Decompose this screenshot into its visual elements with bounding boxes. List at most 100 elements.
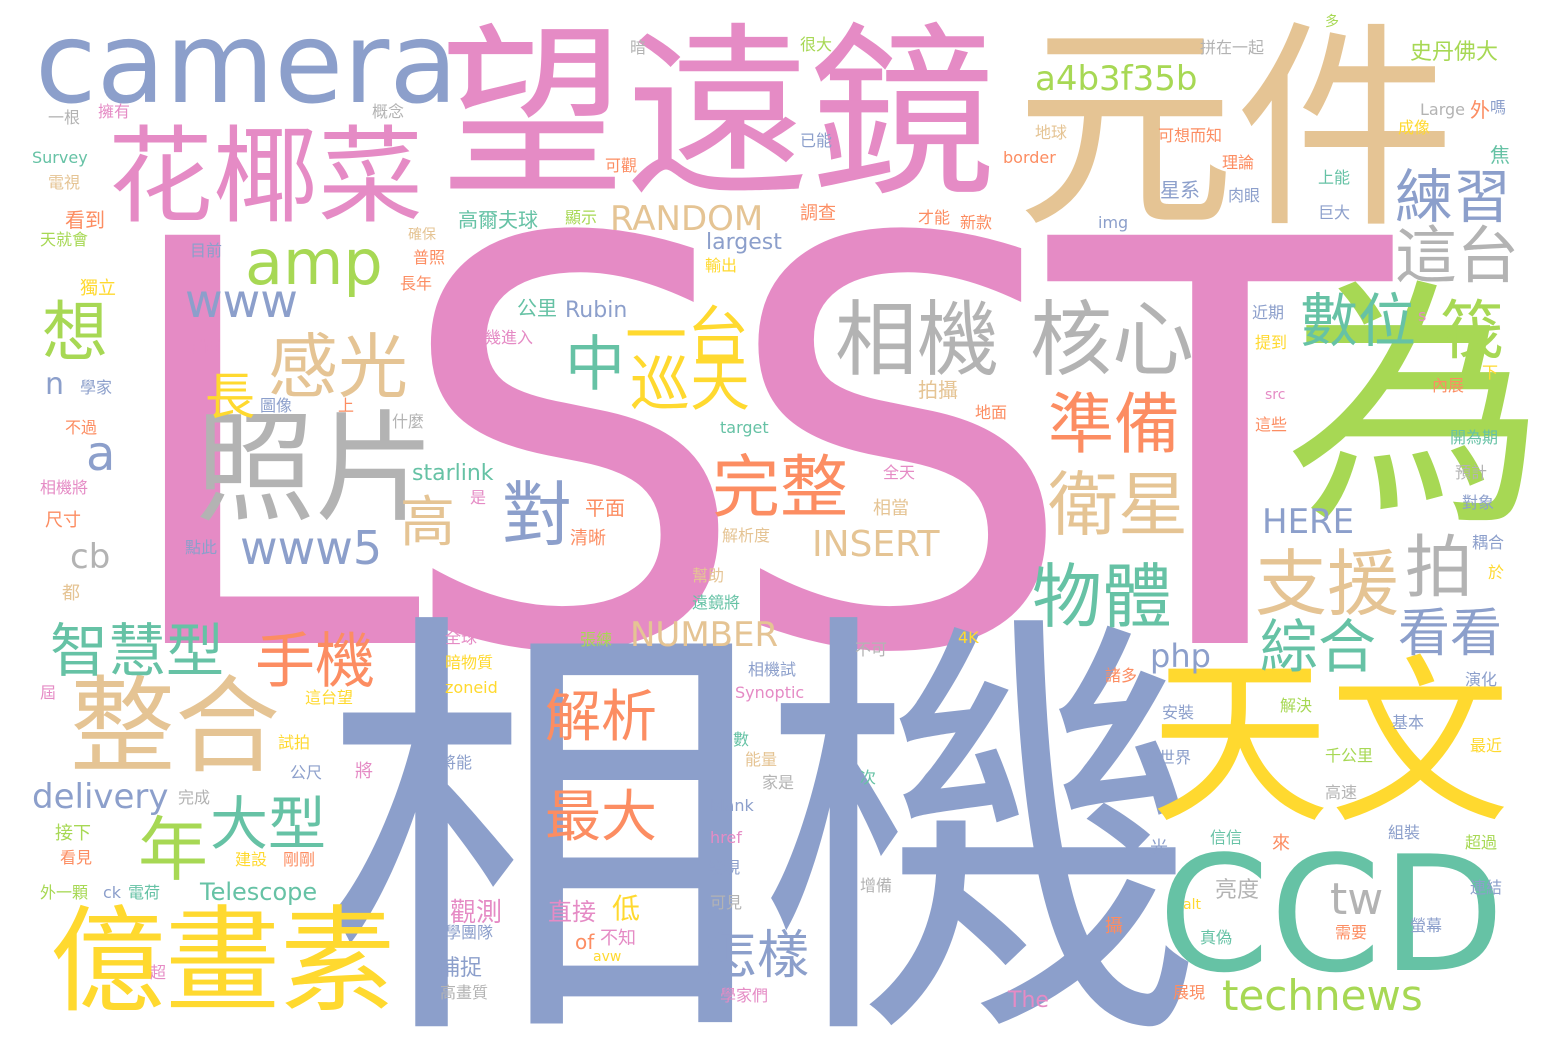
word-pingmian: 平面 bbox=[585, 496, 625, 520]
word-guang: 光 bbox=[1150, 838, 1168, 859]
word-kejian: 可見 bbox=[710, 893, 743, 912]
word-ccd: CCD bbox=[1158, 821, 1505, 1008]
word-changnian: 長年 bbox=[400, 274, 433, 293]
word-yuanjingjiang: 遠鏡將 bbox=[692, 593, 741, 612]
word-wanzheng: 完整 bbox=[712, 449, 849, 528]
word-zhanglian: 張練 bbox=[580, 630, 613, 649]
word-lianxi: 練習 bbox=[1395, 163, 1512, 231]
word-telescope: Telescope bbox=[200, 878, 318, 906]
word-judai: 巨大 bbox=[1318, 203, 1351, 222]
word-jiangneng: 將能 bbox=[440, 753, 473, 772]
word-anzhuang: 安裝 bbox=[1162, 703, 1195, 722]
word-survey: Survey bbox=[32, 148, 88, 167]
word-hexin: 核心 bbox=[1030, 293, 1195, 388]
word-wangyuanjing: 望遠鏡 bbox=[440, 6, 995, 222]
word-tianjiuhui: 天就會 bbox=[40, 230, 89, 249]
word-zuida: 最大 bbox=[545, 785, 657, 850]
word-zhetai: 這台 bbox=[1395, 219, 1520, 292]
word-synoptic: Synoptic bbox=[735, 683, 805, 702]
word-xiangjijiang: 相機將 bbox=[40, 478, 89, 497]
word-kanjian: 看見 bbox=[60, 848, 93, 867]
word-faxian: 發現 bbox=[708, 858, 741, 877]
word-nengliang: 能量 bbox=[745, 750, 778, 769]
word-yuanjian: 元件 bbox=[1015, 2, 1456, 258]
word-zhanxian: 展現 bbox=[1173, 983, 1206, 1002]
word-muqian: 目前 bbox=[190, 241, 223, 260]
word-di: 低 bbox=[612, 892, 641, 925]
word-duli: 獨立 bbox=[80, 278, 116, 299]
word-buzhuo: 捕捉 bbox=[438, 956, 483, 981]
word-alt: alt bbox=[1183, 897, 1201, 913]
word-diqiu: 地球 bbox=[1035, 123, 1068, 142]
word-lianjie: 連結 bbox=[1470, 878, 1503, 897]
word-shuchu: 輸出 bbox=[705, 256, 738, 275]
word-xiangji-main: 相機 bbox=[320, 578, 1204, 1052]
word-yuzhou: 宇宙 bbox=[185, 336, 221, 357]
word-xiangjishi: 相機試 bbox=[748, 660, 797, 679]
word-chengxiang: 成像 bbox=[1398, 118, 1431, 137]
word-ma: 嗎 bbox=[1490, 98, 1507, 117]
word-an: 暗 bbox=[630, 38, 647, 57]
word-insert: INSERT bbox=[812, 524, 940, 565]
word-waiyike: 外一顆 bbox=[40, 883, 89, 902]
word-puzhao: 普照 bbox=[413, 248, 446, 267]
word-xingxi: 星系 bbox=[1160, 178, 1200, 202]
word-zhijie: 直接 bbox=[548, 898, 596, 926]
word-quanqiu: 全球 bbox=[445, 628, 478, 647]
word-gainian: 概念 bbox=[372, 102, 405, 121]
word-xinkuan: 新款 bbox=[960, 213, 993, 232]
word-shipai: 試拍 bbox=[278, 733, 311, 752]
word-a4b3f35b: a4b3f35b bbox=[1035, 59, 1198, 99]
word-buzhi: 不知 bbox=[600, 928, 636, 949]
word-dui: 對 bbox=[502, 474, 572, 556]
word-pinzaiyiqi: 拼在一起 bbox=[1200, 38, 1265, 57]
word-yingmu: 螢幕 bbox=[1410, 916, 1443, 935]
word-yanhua: 演化 bbox=[1465, 670, 1498, 689]
word-blank: blank bbox=[710, 796, 754, 815]
word-huayecai: 花椰菜 bbox=[108, 116, 424, 238]
word-yineng: 已能 bbox=[800, 131, 833, 150]
word-delivery: delivery bbox=[32, 777, 169, 817]
word-yu: 於 bbox=[1488, 563, 1505, 582]
word-zuzhuang: 組裝 bbox=[1388, 823, 1421, 842]
word-kaiweiqi: 開為期 bbox=[1450, 428, 1499, 447]
word-lilun: 理論 bbox=[1222, 153, 1255, 172]
word-cb: cb bbox=[70, 537, 111, 577]
word-dianci: 點此 bbox=[185, 538, 218, 557]
word-duixiang: 對象 bbox=[1462, 493, 1495, 512]
word-paishe: 拍攝 bbox=[918, 378, 958, 402]
word-quanshijie: 全世界 bbox=[1143, 748, 1192, 767]
word-shi: 是 bbox=[470, 488, 487, 507]
word-www: www bbox=[185, 274, 298, 328]
word-qiangongli: 千公里 bbox=[1325, 746, 1374, 765]
word-href: href bbox=[710, 828, 742, 847]
word-rubin: Rubin bbox=[565, 298, 628, 323]
word-diaocha: 調查 bbox=[800, 203, 836, 224]
word-jiben: 基本 bbox=[1392, 713, 1425, 732]
word-buke: 不可 bbox=[855, 640, 888, 659]
word-tidao: 提到 bbox=[1255, 333, 1288, 352]
word-chang: 長 bbox=[205, 368, 255, 426]
word-nian: 年 bbox=[138, 809, 208, 891]
word-zengbei: 增備 bbox=[860, 876, 893, 895]
word-jiexi: 解析 bbox=[545, 685, 657, 750]
word-daxing: 大型 bbox=[210, 790, 327, 858]
word-here: HERE bbox=[1262, 502, 1355, 542]
word-zhuduo: 諸多 bbox=[1105, 666, 1138, 685]
word-jiao: 焦 bbox=[1490, 143, 1510, 167]
word-xinxin: 信信 bbox=[1210, 828, 1243, 847]
word-zuijin: 最近 bbox=[1470, 736, 1503, 755]
word-jiashi: 家是 bbox=[762, 773, 795, 792]
word-pai: 拍 bbox=[1405, 529, 1474, 608]
word-lsst: LSST bbox=[110, 124, 1391, 776]
word-neizhan: 內展 bbox=[1432, 376, 1465, 395]
word-jiejue: 解決 bbox=[1280, 696, 1313, 715]
word-chao: 超 bbox=[150, 963, 167, 982]
word-jiang: 將 bbox=[355, 761, 373, 782]
word-henda: 很大 bbox=[800, 35, 833, 54]
word-chicun: 尺寸 bbox=[45, 510, 81, 531]
word-wai: 外 bbox=[1470, 98, 1490, 122]
word-gaosu: 高速 bbox=[1325, 783, 1358, 802]
word-ganggang: 剛剛 bbox=[283, 850, 316, 869]
